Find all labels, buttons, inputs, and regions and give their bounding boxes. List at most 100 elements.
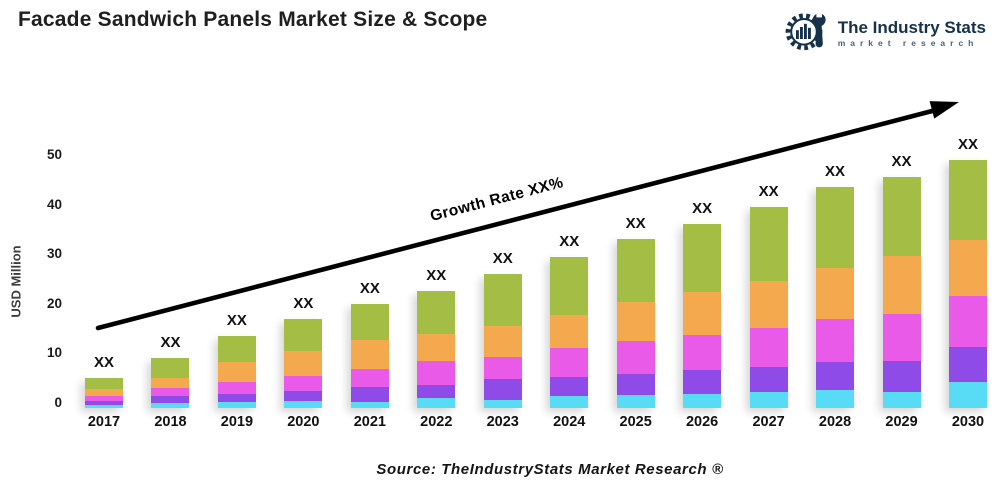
y-tick-label: 10 xyxy=(46,345,62,361)
y-tick-label: 40 xyxy=(46,196,62,212)
segment-orange xyxy=(749,281,788,328)
page-title: Facade Sandwich Panels Market Size & Sco… xyxy=(18,8,488,31)
y-axis-label: USD Million xyxy=(8,245,24,318)
stacked-bar-2029 xyxy=(882,177,921,408)
segment-orange xyxy=(882,256,921,314)
segment-purple xyxy=(749,366,788,393)
stacked-bar-2021 xyxy=(350,303,389,408)
bar-value-label: XX xyxy=(492,250,513,268)
segment-green xyxy=(550,256,589,315)
segment-cyan xyxy=(816,390,855,408)
segment-green xyxy=(948,160,987,241)
segment-green xyxy=(749,207,788,281)
segment-magenta xyxy=(85,395,123,402)
stacked-bar-2028 xyxy=(816,187,855,408)
logo-tagline: market research xyxy=(837,38,979,49)
segment-green xyxy=(683,224,722,293)
segment-orange xyxy=(284,350,323,376)
x-tick-label: 2025 xyxy=(619,414,652,430)
x-tick-label: 2018 xyxy=(154,414,187,430)
segment-cyan xyxy=(151,403,190,408)
bar-value-label: XX xyxy=(559,232,580,250)
segment-purple xyxy=(217,394,256,402)
x-tick-label: 2028 xyxy=(818,414,852,430)
segment-cyan xyxy=(350,401,389,408)
segment-magenta xyxy=(683,334,722,371)
segment-purple xyxy=(550,377,589,397)
segment-magenta xyxy=(350,368,389,387)
segment-cyan xyxy=(217,402,256,408)
segment-magenta xyxy=(483,356,522,380)
segment-green xyxy=(616,239,655,303)
segment-magenta xyxy=(417,361,456,386)
stacked-bar-2024 xyxy=(550,256,589,408)
segment-green xyxy=(284,318,323,351)
segment-purple xyxy=(816,362,855,391)
segment-purple xyxy=(417,385,456,398)
y-tick-label: 0 xyxy=(54,395,62,410)
bar-value-label: XX xyxy=(160,334,181,352)
x-tick-label: 2026 xyxy=(685,414,719,430)
segment-cyan xyxy=(85,405,123,408)
stacked-bar-2023 xyxy=(483,274,522,408)
segment-orange xyxy=(948,240,987,296)
x-tick-label: 2019 xyxy=(220,414,254,430)
segment-purple xyxy=(85,401,123,406)
source-attribution: Source: TheIndustryStats Market Research… xyxy=(376,461,724,478)
segment-purple xyxy=(350,386,389,402)
segment-purple xyxy=(948,347,987,382)
segment-magenta xyxy=(151,388,190,396)
x-tick-label: 2023 xyxy=(486,414,519,430)
x-tick-label: 2022 xyxy=(420,414,453,430)
bar-value-label: XX xyxy=(758,183,779,201)
segment-orange xyxy=(217,362,256,383)
segment-orange xyxy=(816,268,855,320)
stacked-bar-2019 xyxy=(217,336,256,408)
wrench-shape xyxy=(812,10,826,48)
segment-magenta xyxy=(816,319,855,363)
bar-value-label: XX xyxy=(93,354,114,372)
segment-purple xyxy=(151,395,190,403)
segment-cyan xyxy=(284,400,323,408)
x-tick-label: 2027 xyxy=(752,414,785,430)
segment-cyan xyxy=(550,396,589,408)
stacked-bar-2017 xyxy=(85,378,123,408)
gear-wrench-icon xyxy=(784,7,832,60)
segment-magenta xyxy=(616,341,655,374)
segment-cyan xyxy=(417,397,456,408)
stacked-bar-2026 xyxy=(683,224,722,408)
segment-cyan xyxy=(749,392,788,408)
segment-orange xyxy=(550,314,589,348)
bar-value-label: XX xyxy=(226,312,247,330)
y-tick-label: 20 xyxy=(46,295,62,311)
x-tick-label: 2024 xyxy=(553,414,586,430)
stacked-bar-2025 xyxy=(616,239,655,408)
x-tick-label: 2030 xyxy=(951,414,985,430)
segment-orange xyxy=(350,339,389,369)
segment-cyan xyxy=(948,381,987,408)
segment-green xyxy=(217,336,256,363)
segment-magenta xyxy=(550,347,589,378)
y-tick-label: 30 xyxy=(46,246,62,262)
segment-green xyxy=(350,303,389,340)
growth-rate-annotation: Growth Rate XX% xyxy=(428,174,566,226)
segment-cyan xyxy=(882,392,921,408)
segment-green xyxy=(417,291,456,334)
logo-name: The Industry Stats xyxy=(837,17,986,37)
bar-value-label: XX xyxy=(891,153,912,171)
segment-cyan xyxy=(683,393,722,408)
segment-magenta xyxy=(882,313,921,362)
segment-green xyxy=(483,274,522,326)
x-tick-label: 2020 xyxy=(287,414,320,430)
segment-orange xyxy=(483,325,522,357)
segment-purple xyxy=(616,373,655,396)
segment-orange xyxy=(616,302,655,342)
bar-value-label: XX xyxy=(625,215,646,233)
segment-purple xyxy=(284,391,323,401)
segment-magenta xyxy=(749,327,788,367)
segment-green xyxy=(882,177,921,257)
x-tick-label: 2029 xyxy=(885,414,918,430)
bar-value-label: XX xyxy=(293,294,314,312)
y-tick-label: 50 xyxy=(46,147,62,162)
